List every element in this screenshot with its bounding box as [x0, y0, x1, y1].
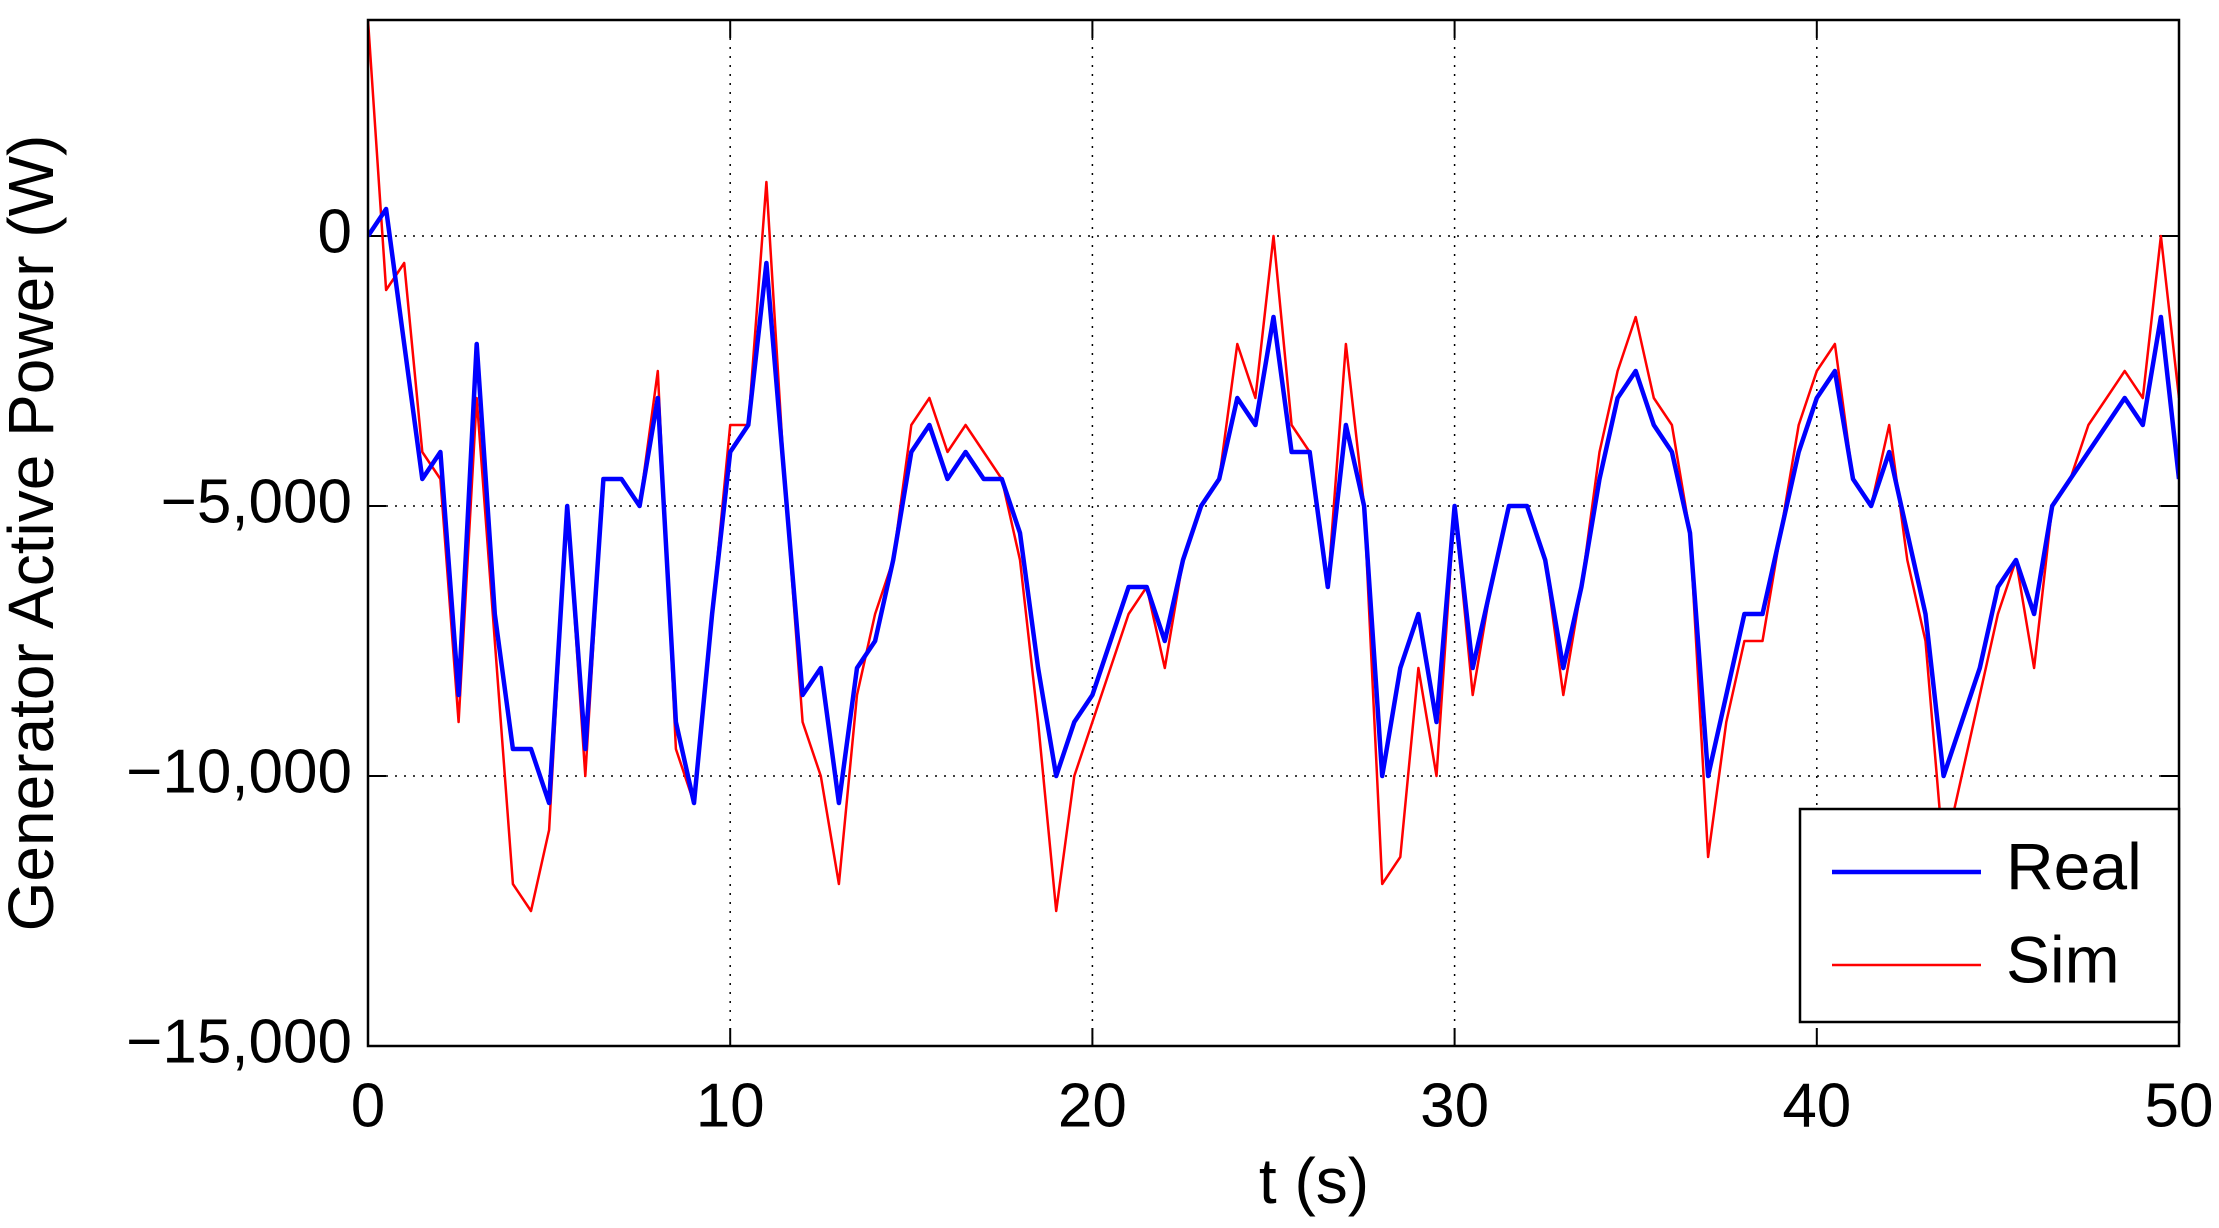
- x-tick-label: 0: [351, 1071, 385, 1140]
- x-axis-label: t (s): [1259, 1145, 1369, 1217]
- y-axis-label: Generator Active Power (W): [0, 135, 67, 932]
- data-line: [368, 206, 2179, 806]
- x-tick-label: 30: [1420, 1071, 1489, 1140]
- x-tick-label: 40: [1782, 1071, 1851, 1140]
- plot-frame: [366, 18, 2181, 1048]
- y-tick-label: −15,000: [126, 1007, 352, 1076]
- x-tick-label: 50: [2145, 1071, 2214, 1140]
- x-tick-label: 10: [696, 1071, 765, 1140]
- y-tick-label: −10,000: [126, 737, 352, 806]
- legend-label: Sim: [2006, 922, 2120, 996]
- legend-label: Real: [2006, 829, 2142, 903]
- x-tick-label: 20: [1058, 1071, 1127, 1140]
- y-tick-label: 0: [318, 197, 352, 266]
- y-tick-label: −5,000: [161, 467, 352, 536]
- series-group: [368, 206, 2179, 806]
- legend-box: [1798, 807, 2181, 1024]
